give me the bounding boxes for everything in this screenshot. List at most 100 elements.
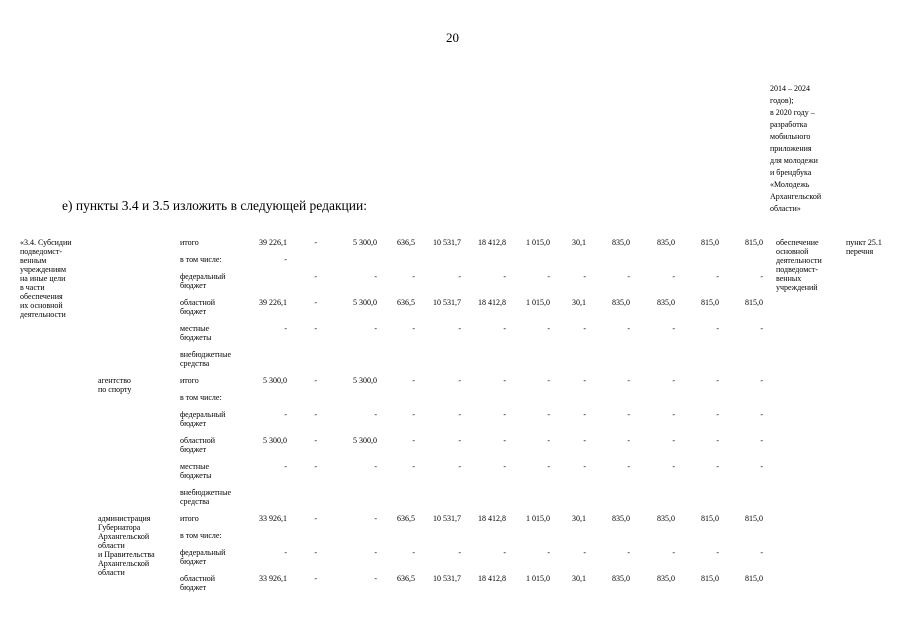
row-label: областной бюджет [180, 436, 216, 454]
value-cell: - [314, 574, 317, 583]
value-cell: - [314, 410, 317, 419]
value-cell: - [760, 376, 763, 385]
agency-cell: агентство по спорту [98, 376, 132, 394]
result-cell [776, 376, 846, 384]
value-cell: - [374, 574, 377, 583]
value-cell: - [284, 548, 287, 557]
row-label: местные бюджеты [180, 462, 212, 480]
value-cell: - [547, 410, 550, 419]
page-number: 20 [446, 30, 459, 45]
row-label: местные бюджеты [180, 324, 212, 342]
value-cell: - [547, 548, 550, 557]
value-cell: 33 926,1 [259, 514, 287, 523]
value-cell: - [716, 462, 719, 471]
value-cell: - [412, 462, 415, 471]
value-cell: 18 412,8 [478, 514, 506, 523]
agency-cell: администрация Губернатора Архангельской … [98, 514, 155, 577]
value-cell: 18 412,8 [478, 298, 506, 307]
value-cell: - [547, 324, 550, 333]
value-cell: - [716, 548, 719, 557]
value-cell: 10 531,7 [433, 238, 461, 247]
value-cell: - [314, 272, 317, 281]
row-label: областной бюджет [180, 298, 216, 316]
row-label: федеральный бюджет [180, 272, 226, 290]
value-cell: - [284, 324, 287, 333]
value-cell: - [314, 436, 317, 445]
value-cell: - [627, 324, 630, 333]
value-cell: - [627, 436, 630, 445]
edict-paragraph: е) пункты 3.4 и 3.5 изложить в следующей… [62, 198, 367, 213]
row-label: итого [180, 376, 199, 385]
value-cell: - [547, 462, 550, 471]
value-cell: 815,0 [745, 238, 763, 247]
point-cell [846, 376, 904, 384]
value-cell: - [503, 462, 506, 471]
value-cell: - [760, 462, 763, 471]
value-cell: 815,0 [745, 514, 763, 523]
value-cell: 5 300,0 [263, 436, 287, 445]
value-cell: - [412, 436, 415, 445]
value-cell: 33 926,1 [259, 574, 287, 583]
row-label: итого [180, 238, 199, 247]
value-cell: - [314, 238, 317, 247]
value-cell: - [672, 436, 675, 445]
value-cell: 815,0 [745, 574, 763, 583]
value-cell: - [458, 462, 461, 471]
value-cell: - [583, 548, 586, 557]
value-cell: - [583, 436, 586, 445]
value-cell: 18 412,8 [478, 574, 506, 583]
amendment-note: 2014 – 2024 годов); в 2020 году – разраб… [770, 84, 822, 213]
result-cell [776, 514, 846, 522]
value-cell: - [458, 376, 461, 385]
budget-table: «3.4. Субсидии подведомст- венным учрежд… [20, 238, 904, 600]
value-cell: 5 300,0 [353, 238, 377, 247]
value-cell: - [458, 436, 461, 445]
value-cell: 39 226,1 [259, 238, 287, 247]
value-cell: 835,0 [612, 238, 630, 247]
value-cell: - [627, 462, 630, 471]
value-cell: 5 300,0 [353, 298, 377, 307]
value-cell: - [412, 324, 415, 333]
value-cell: 30,1 [572, 238, 586, 247]
value-cell [252, 272, 300, 280]
value-cell: - [412, 376, 415, 385]
value-cell: - [627, 410, 630, 419]
value-cell: 30,1 [572, 574, 586, 583]
value-cell: - [503, 410, 506, 419]
value-cell: - [412, 272, 415, 281]
agency-cell [98, 238, 180, 246]
value-cell: 5 300,0 [353, 436, 377, 445]
value-cell: 815,0 [701, 574, 719, 583]
row-label: в том числе: [180, 255, 222, 264]
value-cell: - [547, 436, 550, 445]
value-cell: - [314, 298, 317, 307]
value-cell: - [374, 514, 377, 523]
row-label: федеральный бюджет [180, 548, 226, 566]
value-cell: - [627, 272, 630, 281]
item-cell: «3.4. Субсидии подведомст- венным учрежд… [20, 238, 72, 319]
value-cell: 815,0 [701, 238, 719, 247]
value-cell: - [716, 324, 719, 333]
value-cell: - [314, 514, 317, 523]
value-cell: - [583, 324, 586, 333]
value-cell: - [627, 548, 630, 557]
value-cell: 1 015,0 [526, 298, 550, 307]
value-cell: - [583, 462, 586, 471]
row-label: внебюджетные средства [180, 488, 231, 506]
value-cell: - [716, 436, 719, 445]
value-cell: - [503, 548, 506, 557]
value-cell: - [458, 272, 461, 281]
value-cell: 636,5 [397, 574, 415, 583]
value-cell: 835,0 [612, 574, 630, 583]
value-cell: - [284, 255, 287, 264]
value-cell: 1 015,0 [526, 514, 550, 523]
value-cell: - [374, 410, 377, 419]
value-cell: - [627, 376, 630, 385]
value-cell: - [458, 548, 461, 557]
value-cell: - [314, 462, 317, 471]
value-cell: - [503, 436, 506, 445]
value-cell: 636,5 [397, 238, 415, 247]
row-label: в том числе: [180, 531, 222, 540]
value-cell: - [503, 324, 506, 333]
